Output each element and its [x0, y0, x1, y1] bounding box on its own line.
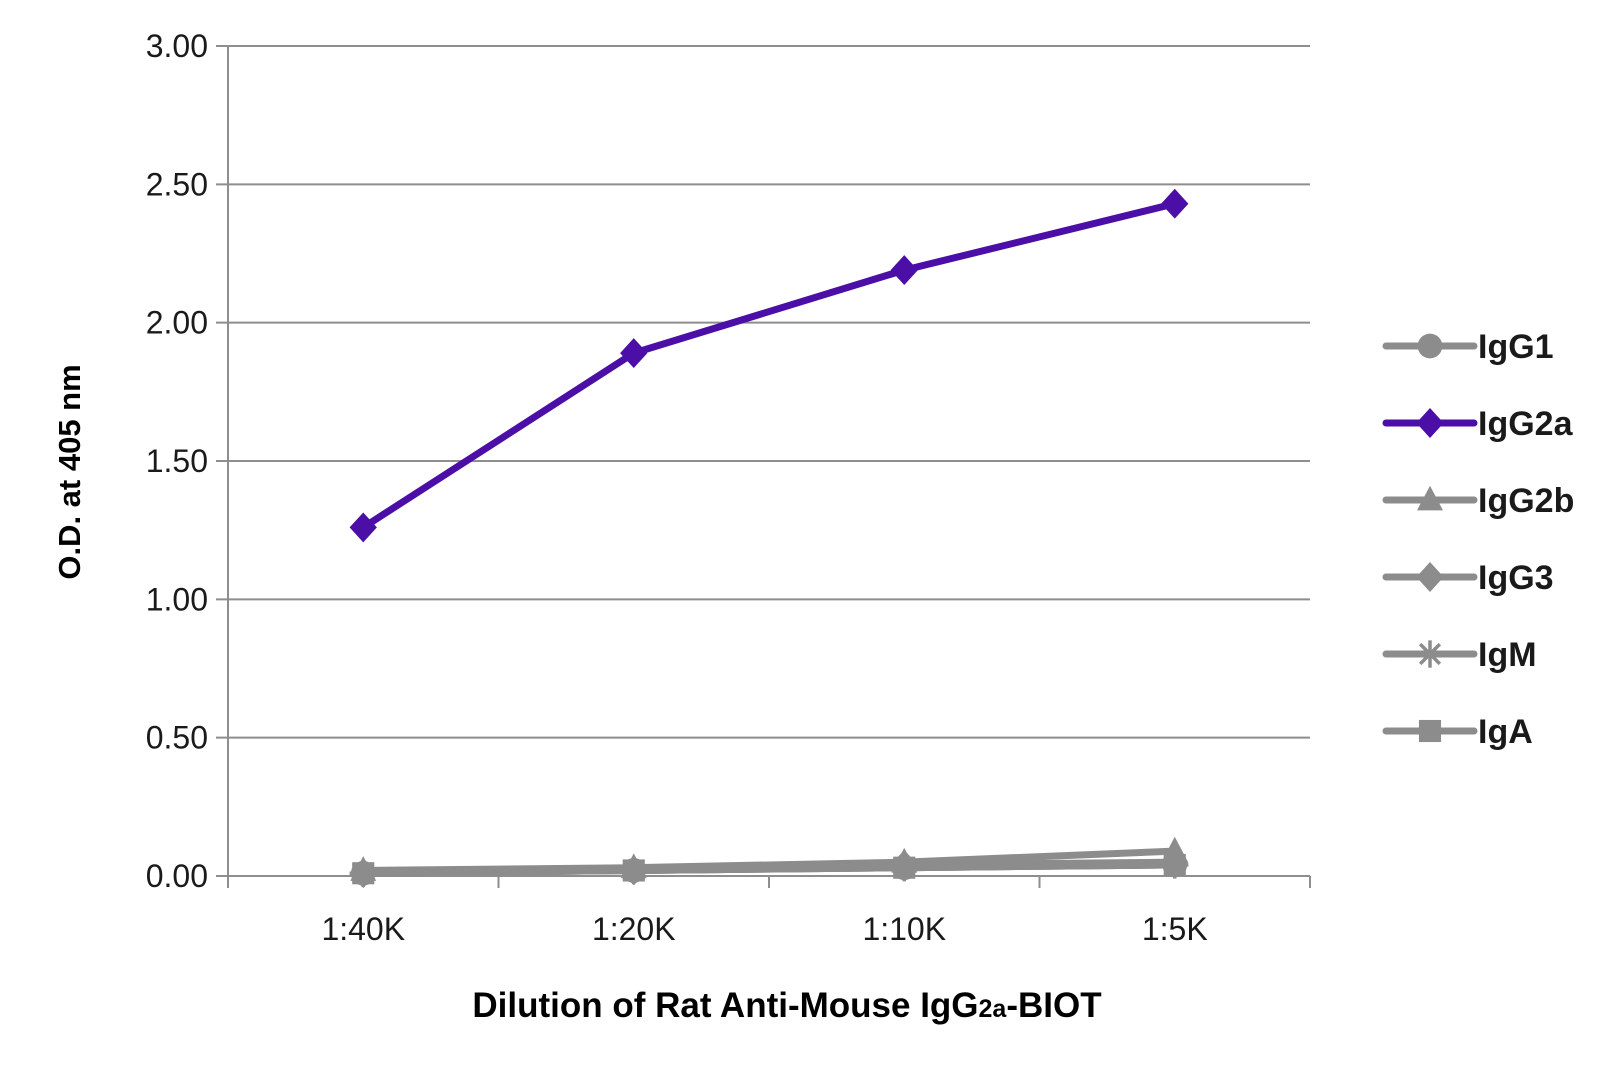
legend-label: IgM [1478, 636, 1537, 674]
legend-item-igg2a: IgG2a [1382, 405, 1574, 443]
legend-item-igm: IgM [1382, 636, 1537, 674]
series-line [359, 861, 1179, 877]
legend-marker [1416, 562, 1444, 592]
y-tick-labels: 0.00 0.50 1.00 1.50 2.00 2.50 3.00 [146, 28, 208, 894]
data-point [349, 512, 377, 543]
legend-marker [1417, 485, 1443, 511]
series-igg2a [349, 188, 1189, 543]
legend-marker [1418, 719, 1442, 743]
x-axis-title-suffix: -BIOT [1006, 986, 1101, 1025]
legend-label: IgG3 [1478, 559, 1554, 597]
y-axis-title: O.D. at 405 nm [52, 364, 87, 579]
legend: IgG1 IgG2a IgG2b IgG3 IgM IgA [1382, 328, 1574, 751]
data-point [1161, 188, 1189, 219]
legend-item-igg1: IgG1 [1382, 328, 1554, 366]
legend-marker [1416, 408, 1444, 438]
x-tick-label: 1:40K [321, 911, 405, 947]
axes [216, 46, 1311, 888]
x-tick-labels: 1:40K 1:20K 1:10K 1:5K [321, 911, 1207, 947]
y-tick-label: 3.00 [146, 28, 208, 64]
asterisk-stroke [1418, 642, 1442, 666]
y-tick-label: 0.50 [146, 720, 208, 756]
x-tick-label: 1:10K [862, 911, 946, 947]
y-tick-label: 1.50 [146, 443, 208, 479]
x-axis-title-main: Dilution of Rat Anti-Mouse IgG [472, 986, 978, 1025]
legend-label: IgA [1478, 713, 1533, 751]
data-point [890, 255, 918, 286]
data-point [352, 862, 375, 885]
legend-marker [1416, 640, 1444, 668]
x-axis-title-subscript: 2a [979, 995, 1008, 1023]
y-tick-label: 0.00 [146, 858, 208, 894]
x-tick-label: 1:5K [1142, 911, 1208, 947]
y-tick-label: 2.00 [146, 305, 208, 341]
x-axis-title: Dilution of Rat Anti-Mouse IgG2a-BIOT [472, 986, 1101, 1025]
y-tick-label: 1.00 [146, 581, 208, 617]
data-point [620, 338, 648, 369]
legend-marker [1417, 333, 1443, 359]
x-tick-label: 1:20K [592, 911, 676, 947]
series-line [359, 200, 1179, 531]
series-lines [349, 188, 1189, 889]
legend-label: IgG1 [1478, 328, 1554, 366]
legend-label: IgG2a [1478, 405, 1574, 443]
legend-label: IgG2b [1478, 482, 1574, 520]
data-point [622, 859, 645, 882]
legend-item-iga: IgA [1382, 713, 1533, 751]
y-tick-label: 2.50 [146, 166, 208, 202]
data-point [893, 856, 916, 879]
series-iga [352, 853, 1186, 885]
data-point [1163, 853, 1186, 876]
legend-item-igg2b: IgG2b [1382, 482, 1574, 520]
gridlines [216, 45, 1310, 739]
legend-item-igg3: IgG3 [1382, 559, 1554, 597]
